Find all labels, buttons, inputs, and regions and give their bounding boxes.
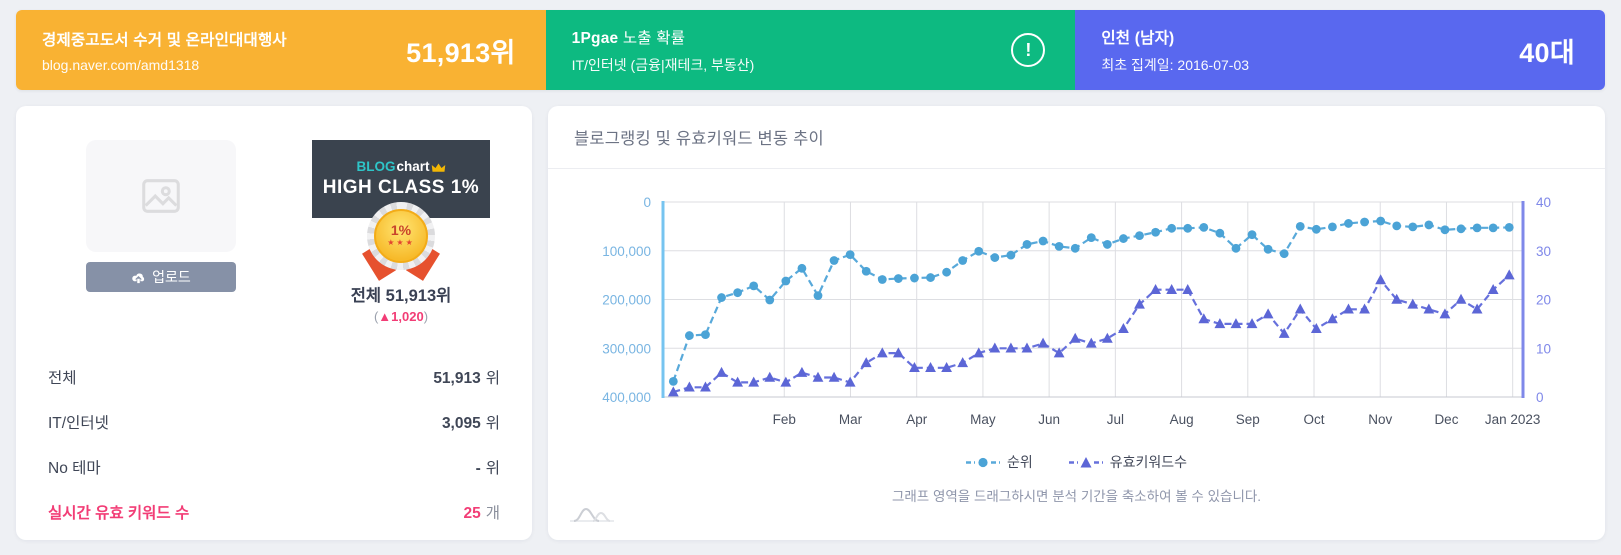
summary-cards-row: 경제중고도서 수거 및 온라인대대행사 blog.naver.com/amd13…: [16, 10, 1605, 90]
stat-row-overall: 전체 51,913 위: [48, 369, 500, 387]
svg-text:40: 40: [1536, 195, 1551, 210]
crown-icon: [431, 163, 445, 172]
chart-legend: 순위 유효키워드수: [568, 452, 1585, 472]
profile-region: 인천 (남자): [1101, 29, 1175, 47]
medal-face: 1% ★★★: [374, 209, 428, 263]
alert-circle-icon[interactable]: !: [1011, 33, 1046, 67]
svg-text:30: 30: [1536, 244, 1551, 259]
svg-text:Feb: Feb: [773, 412, 796, 427]
svg-text:May: May: [970, 412, 996, 427]
triangle-legend-marker: [1068, 456, 1103, 467]
svg-text:Aug: Aug: [1170, 412, 1194, 427]
upload-button[interactable]: 업로드: [86, 262, 236, 292]
blog-rank-value: 51,913위: [406, 37, 516, 68]
profile-first-date: 최초 집계일: 2016-07-03: [1101, 56, 1250, 73]
high-class-label: HIGH CLASS 1%: [322, 177, 480, 198]
chart-title: 블로그랭킹 및 유효키워드 변동 추이: [548, 106, 1605, 169]
svg-text:0: 0: [1536, 390, 1544, 405]
svg-text:Nov: Nov: [1368, 412, 1392, 427]
svg-text:Apr: Apr: [906, 412, 928, 427]
profile-section: 업로드 BLOG chart HIGH CLASS 1%: [46, 134, 502, 324]
svg-text:100,000: 100,000: [602, 244, 651, 259]
svg-text:400,000: 400,000: [602, 390, 651, 405]
svg-text:10: 10: [1536, 341, 1551, 356]
blogchart-badge: BLOG chart HIGH CLASS 1% 1% ★★★: [312, 140, 490, 324]
medal-percent: 1%: [390, 222, 412, 238]
svg-text:200,000: 200,000: [602, 293, 651, 308]
blogchart-logo: BLOG chart: [356, 159, 445, 174]
svg-text:Dec: Dec: [1434, 412, 1458, 427]
stat-row-no-theme: No 테마 -위: [48, 459, 500, 477]
image-placeholder-icon: [142, 179, 180, 213]
svg-text:300,000: 300,000: [602, 341, 651, 356]
svg-text:Jul: Jul: [1107, 412, 1124, 427]
stat-row-live-keywords: 실시간 유효 키워드 수 25 개: [48, 504, 500, 522]
chart-drag-hint: 그래프 영역을 드래그하시면 분석 기간을 축소하여 볼 수 있습니다.: [891, 489, 1262, 504]
blog-info-card: 경제중고도서 수거 및 온라인대대행사 blog.naver.com/amd13…: [16, 10, 546, 90]
stat-value: 51,913: [433, 369, 481, 387]
exposure-category: IT/인터넷 (금융|재테크, 부동산): [571, 56, 755, 73]
rank-stats-list: 전체 51,913 위 IT/인터넷 3,095 위 No 테마 -위 실시간 유효…: [46, 354, 502, 534]
profile-age-value: 40대: [1519, 37, 1576, 68]
svg-text:20: 20: [1536, 293, 1551, 308]
stat-value: 3,095: [441, 414, 481, 432]
rank-delta-value: ▲1,020: [378, 309, 424, 324]
rank-delta: (▲1,020): [373, 309, 429, 324]
cloud-upload-icon: [132, 272, 145, 283]
medal-badge: 1% ★★★: [362, 202, 440, 281]
legend-item-rank[interactable]: 순위: [965, 452, 1033, 472]
trend-chart-svg: 0 40 100,000 30 200,000 20 300,000 10 400,000 0 Fe…: [602, 195, 1551, 427]
svg-text:Sep: Sep: [1236, 412, 1260, 427]
blog-url: blog.naver.com/amd1318: [42, 56, 200, 73]
profile-rank-panel: 업로드 BLOG chart HIGH CLASS 1%: [16, 106, 532, 540]
svg-text:Jan 2023: Jan 2023: [1485, 412, 1541, 427]
legend-label: 순위: [1006, 454, 1033, 470]
mini-area-chart-icon: [570, 507, 614, 522]
svg-text:Jun: Jun: [1038, 412, 1060, 427]
svg-text:0: 0: [643, 195, 651, 210]
blog-title: 경제중고도서 수거 및 온라인대대행사: [42, 31, 287, 49]
legend-label: 유효키워드수: [1109, 454, 1188, 470]
exposure-title: 1Pgae 노출 확률: [571, 29, 686, 47]
svg-text:Mar: Mar: [839, 412, 863, 427]
svg-text:Oct: Oct: [1304, 412, 1325, 427]
stat-value: 25: [463, 504, 481, 522]
overall-rank-text: 전체 51,913위: [350, 287, 452, 305]
exposure-card: 1Pgae 노출 확률 IT/인터넷 (금융|재테크, 부동산) !: [545, 10, 1076, 90]
medal-stars: ★★★: [387, 238, 415, 247]
stat-value: -: [475, 459, 481, 477]
trend-chart-plot[interactable]: 0 40 100,000 30 200,000 20 300,000 10 400,000 0 Fe…: [568, 193, 1585, 452]
legend-item-keywords[interactable]: 유효키워드수: [1068, 452, 1188, 472]
profile-card: 인천 (남자) 최초 집계일: 2016-07-03 40대: [1075, 10, 1605, 90]
stat-row-it-internet: IT/인터넷 3,095 위: [48, 414, 500, 432]
avatar-upload-area[interactable]: [86, 140, 236, 252]
trend-chart-panel: 블로그랭킹 및 유효키워드 변동 추이 0 40 100,000 30 200,000 2…: [548, 106, 1605, 540]
circle-legend-marker: [965, 457, 1000, 467]
